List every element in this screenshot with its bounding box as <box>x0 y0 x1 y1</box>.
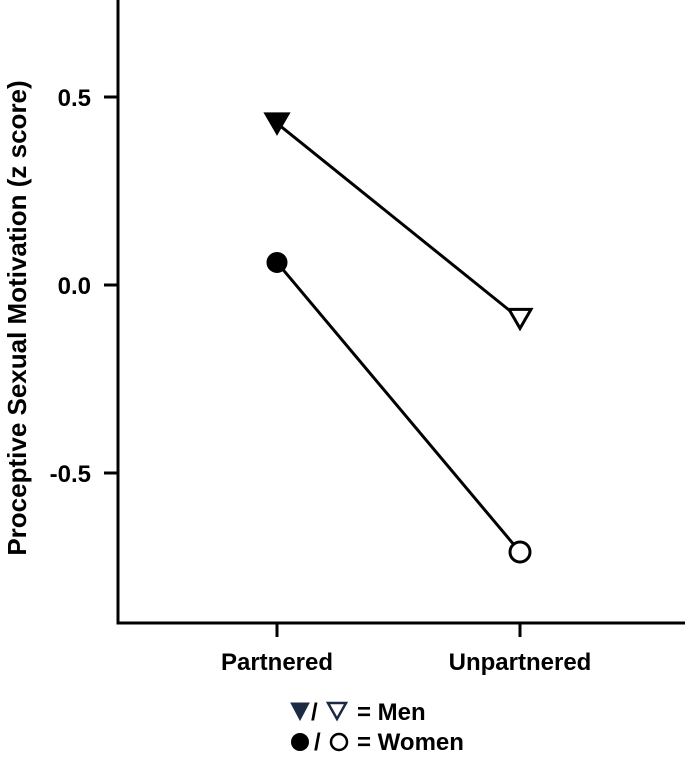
ticks: 0.5 0.0 -0.5 Partnered Unpartnered <box>50 85 592 676</box>
y-tick-label: 0.0 <box>58 273 91 300</box>
legend-filled-triangle-icon <box>291 703 309 720</box>
point-marker-open-circle <box>510 542 530 562</box>
y-axis-label: Proceptive Sexual Motivation (z score) <box>2 80 32 555</box>
point-marker-open-triangle <box>509 309 531 328</box>
legend-separator: / <box>314 729 321 753</box>
legend-label-men: = Men <box>357 699 426 726</box>
legend-label-women: = Women <box>357 729 464 753</box>
series <box>266 114 531 562</box>
legend-open-circle-icon <box>331 734 347 750</box>
series-line <box>277 262 520 552</box>
y-tick-label: 0.5 <box>58 85 91 112</box>
legend-open-triangle-icon <box>328 703 346 719</box>
point-marker-filled-circle <box>268 253 286 271</box>
x-tick-label: Partnered <box>221 649 333 676</box>
axes <box>117 0 685 623</box>
legend: / = Men / = Women <box>291 699 464 753</box>
legend-separator: / <box>311 699 318 726</box>
legend-filled-circle-icon <box>291 733 309 751</box>
series-line <box>277 123 520 319</box>
x-tick-label: Unpartnered <box>449 649 592 676</box>
y-tick-label: -0.5 <box>50 461 91 488</box>
series-women <box>268 253 530 562</box>
